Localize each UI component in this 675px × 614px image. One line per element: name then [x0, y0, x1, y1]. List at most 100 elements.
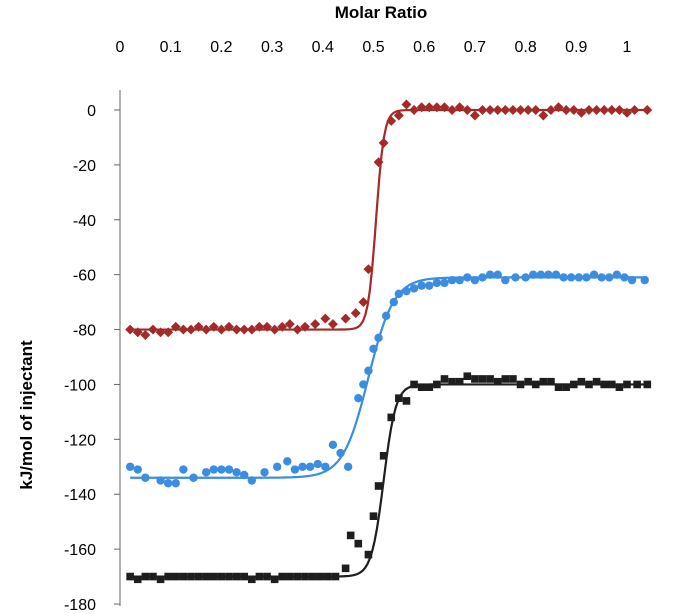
- data-point-circle: [432, 278, 442, 288]
- x-axis-title: Molar Ratio: [335, 3, 428, 22]
- data-point-square: [539, 377, 548, 386]
- fit-curves: [130, 108, 648, 578]
- data-point-square: [225, 572, 233, 581]
- data-point-circle: [240, 470, 249, 480]
- data-point-diamond: [231, 324, 242, 335]
- data-point-square: [516, 380, 525, 389]
- data-point-diamond: [292, 324, 303, 335]
- data-point-square: [501, 375, 510, 383]
- data-point-square: [217, 572, 226, 581]
- data-point-square: [577, 377, 586, 386]
- data-point-square: [149, 572, 157, 581]
- data-point-circle: [559, 273, 568, 282]
- y-tick-label: -80: [73, 323, 96, 340]
- data-point-circle: [463, 273, 472, 282]
- data-point-square: [478, 375, 487, 383]
- y-tick-label: -60: [73, 268, 96, 285]
- data-point-circle: [141, 473, 150, 482]
- data-point-square: [248, 575, 256, 584]
- data-point-diamond: [538, 110, 549, 121]
- data-point-square: [379, 452, 388, 460]
- data-point-circle: [290, 465, 300, 474]
- data-point-diamond: [310, 319, 321, 330]
- data-point-circle: [374, 333, 383, 342]
- data-point-square: [354, 539, 363, 548]
- data-point-diamond: [561, 105, 572, 115]
- data-point-square: [346, 531, 355, 540]
- data-point-diamond: [642, 105, 653, 115]
- data-point-diamond: [568, 105, 579, 115]
- data-point-circle: [336, 448, 345, 458]
- data-point-diamond: [591, 105, 602, 115]
- data-point-circle: [389, 297, 398, 307]
- y-tick-label: -40: [73, 213, 96, 230]
- data-point-square: [509, 375, 517, 383]
- data-point-circle: [612, 270, 622, 279]
- data-point-square: [341, 564, 350, 573]
- x-tick-label: 0: [116, 39, 125, 56]
- data-point-circle: [447, 275, 457, 285]
- data-point-square: [187, 572, 195, 581]
- data-point-diamond: [622, 107, 632, 118]
- data-point-circle: [313, 459, 322, 469]
- data-point-circle: [640, 275, 649, 285]
- x-tick-label: 0.7: [464, 39, 486, 56]
- data-point-square: [554, 383, 563, 391]
- data-point-circle: [574, 273, 584, 282]
- data-point-square: [448, 377, 456, 386]
- data-point-circle: [511, 273, 520, 282]
- y-tick-label: -140: [64, 487, 96, 504]
- data-point-diamond: [576, 107, 587, 118]
- data-point-diamond: [216, 324, 227, 335]
- data-point-square: [240, 572, 249, 581]
- data-point-square: [171, 572, 180, 581]
- data-point-circle: [402, 286, 411, 296]
- data-point-square: [374, 482, 383, 490]
- data-point-square: [202, 572, 210, 581]
- data-point-diamond: [340, 313, 351, 324]
- data-point-square: [133, 575, 142, 584]
- y-tick-label: -160: [64, 542, 96, 559]
- data-point-diamond: [254, 321, 265, 332]
- x-tick-label: 0.8: [514, 39, 536, 56]
- data-point-square: [278, 572, 287, 581]
- data-point-diamond: [350, 308, 361, 319]
- data-point-diamond: [401, 99, 412, 110]
- data-point-square: [592, 377, 601, 386]
- y-tick-label: -20: [73, 158, 96, 175]
- data-point-diamond: [155, 327, 166, 338]
- data-point-circle: [156, 476, 165, 485]
- x-tick-label: 0.1: [160, 39, 182, 56]
- data-point-square: [179, 572, 188, 581]
- data-point-circle: [417, 281, 426, 290]
- data-point-circle: [354, 393, 363, 403]
- x-tick-label: 1: [623, 39, 632, 56]
- x-tick-label: 0.2: [210, 39, 232, 56]
- data-point-square: [293, 572, 302, 581]
- data-point-circle: [381, 311, 391, 321]
- data-point-circle: [551, 270, 561, 279]
- data-point-square: [387, 413, 396, 422]
- data-point-diamond: [606, 105, 617, 115]
- data-point-square: [524, 377, 532, 386]
- data-point-diamond: [262, 321, 272, 332]
- data-point-circle: [305, 462, 315, 471]
- data-point-circle: [209, 465, 218, 474]
- data-point-square: [600, 380, 608, 389]
- data-point-circle: [470, 275, 480, 285]
- data-point-circle: [425, 281, 434, 290]
- x-tick-label: 0.5: [362, 39, 384, 56]
- data-point-square: [286, 572, 294, 581]
- data-point-diamond: [358, 297, 369, 308]
- data-point-square: [194, 572, 203, 581]
- data-point-diamond: [553, 102, 564, 113]
- data-point-diamond: [208, 321, 219, 332]
- data-point-circle: [440, 278, 449, 288]
- data-point-circle: [627, 275, 637, 285]
- data-point-circle: [501, 275, 510, 285]
- data-point-circle: [328, 440, 338, 450]
- y-tick-label: -100: [64, 377, 96, 394]
- data-point-diamond: [523, 105, 534, 115]
- data-point-square: [562, 383, 570, 391]
- data-point-circle: [217, 465, 226, 474]
